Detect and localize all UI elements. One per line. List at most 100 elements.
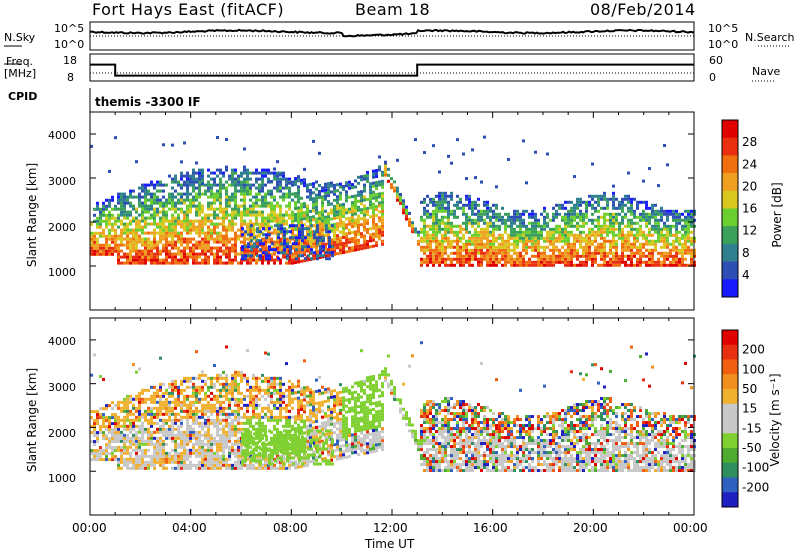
heatmap-cell (168, 454, 171, 458)
heatmap-cell (591, 162, 594, 166)
heatmap-cell (336, 228, 339, 232)
heatmap-cell (111, 234, 114, 238)
heatmap-cell (174, 219, 177, 223)
heatmap-cell (594, 209, 597, 213)
heatmap-cell (210, 391, 213, 395)
heatmap-cell (546, 221, 549, 225)
heatmap-cell (486, 248, 489, 252)
heatmap-cell (141, 448, 144, 452)
heatmap-cell (522, 218, 525, 222)
heatmap-cell (111, 428, 114, 432)
heatmap-cell (243, 192, 246, 196)
heatmap-cell (657, 212, 660, 216)
heatmap-cell (594, 251, 597, 255)
heatmap-cell (258, 198, 261, 202)
heatmap-cell (213, 192, 216, 196)
heatmap-cell (687, 215, 690, 219)
heatmap-cell (435, 230, 438, 234)
heatmap-cell (525, 224, 528, 228)
heatmap-cell (228, 228, 231, 232)
heatmap-cell (132, 442, 135, 446)
heatmap-cell (114, 434, 117, 438)
heatmap-cell (591, 221, 594, 225)
heatmap-cell (189, 255, 192, 259)
heatmap-cell (615, 218, 618, 222)
heatmap-cell (537, 233, 540, 237)
heatmap-cell (672, 239, 675, 243)
heatmap-cell (126, 258, 129, 262)
heatmap-cell (507, 215, 510, 219)
heatmap-cell (174, 442, 177, 446)
heatmap-cell (228, 246, 231, 250)
heatmap-cell (280, 242, 283, 246)
heatmap-cell (117, 198, 120, 202)
heatmap-cell (99, 231, 102, 235)
heatmap-cell (144, 216, 147, 220)
heatmap-cell (588, 254, 591, 258)
heatmap-cell (177, 418, 180, 422)
heatmap-cell (690, 215, 693, 219)
heatmap-cell (498, 245, 501, 249)
heatmap-cell (516, 260, 519, 264)
heatmap-cell (201, 228, 204, 232)
heatmap-cell (483, 257, 486, 261)
heatmap-cell (501, 233, 504, 237)
heatmap-cell (129, 439, 132, 443)
heatmap-cell (579, 218, 582, 222)
heatmap-cell (426, 260, 429, 264)
heatmap-cell (678, 218, 681, 222)
heatmap-cell (468, 239, 471, 243)
heatmap-cell (495, 248, 498, 252)
heatmap-cell (546, 230, 549, 234)
heatmap-cell (186, 222, 189, 226)
heatmap-cell (237, 204, 240, 208)
heatmap-cell (291, 180, 294, 184)
heatmap-cell (180, 231, 183, 235)
heatmap-cell (123, 436, 126, 440)
heatmap-cell (282, 174, 285, 178)
heatmap-cell (486, 212, 489, 216)
heatmap-cell (174, 448, 177, 452)
heatmap-cell (663, 245, 666, 249)
heatmap-cell (675, 233, 678, 237)
heatmap-cell (210, 177, 213, 181)
heatmap-cell (690, 263, 693, 267)
heatmap-cell (210, 463, 213, 467)
heatmap-cell (285, 261, 288, 265)
heatmap-cell (225, 213, 228, 217)
heatmap-cell (591, 218, 594, 222)
heatmap-cell (301, 233, 304, 237)
heatmap-cell (105, 428, 108, 432)
heatmap-cell (435, 218, 438, 222)
heatmap-cell (615, 233, 618, 237)
heatmap-cell (600, 245, 603, 249)
heatmap-cell (216, 168, 219, 172)
heatmap-cell (240, 397, 243, 401)
heatmap-cell (609, 248, 612, 252)
heatmap-cell (141, 430, 144, 434)
heatmap-cell (474, 212, 477, 216)
heatmap-cell (123, 198, 126, 202)
heatmap-cell (312, 209, 315, 213)
heatmap-cell (381, 197, 384, 201)
heatmap-cell (171, 228, 174, 232)
heatmap-cell (168, 261, 171, 265)
heatmap-cell (210, 376, 213, 380)
heatmap-cell (255, 195, 258, 199)
heatmap-cell (307, 233, 310, 237)
heatmap-cell (474, 254, 477, 258)
heatmap-cell (162, 246, 165, 250)
heatmap-cell (429, 236, 432, 240)
heatmap-cell (195, 195, 198, 199)
heatmap-cell (585, 242, 588, 246)
heatmap-cell (519, 215, 522, 219)
heatmap-cell (486, 200, 489, 204)
heatmap-cell (201, 406, 204, 410)
heatmap-cell (295, 239, 298, 243)
heatmap-cell (330, 217, 333, 221)
heatmap-cell (669, 251, 672, 255)
heatmap-cell (318, 193, 321, 197)
heatmap-cell (363, 237, 366, 241)
heatmap-cell (316, 239, 319, 243)
heatmap-cell (582, 254, 585, 258)
